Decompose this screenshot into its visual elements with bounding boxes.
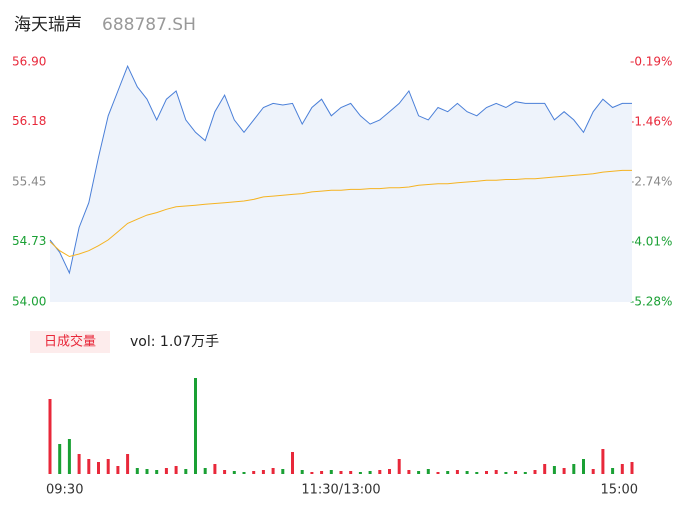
volume-bar [533, 470, 537, 474]
volume-bar [611, 468, 615, 474]
x-tick-label: 11:30/13:00 [301, 483, 380, 498]
price-area [50, 66, 632, 302]
volume-bar [417, 471, 421, 474]
volume-bar [485, 471, 488, 474]
y-tick-label: 56.18 [12, 114, 46, 128]
volume-bar [67, 439, 71, 474]
volume-bar [543, 464, 547, 474]
y2-tick-label: -1.46% [630, 114, 672, 128]
volume-bar [271, 468, 275, 474]
volume-bar [349, 471, 353, 474]
volume-bar [232, 471, 236, 474]
volume-bar [97, 462, 100, 474]
volume-bar [572, 464, 576, 474]
stock-name: 海天瑞声 [14, 15, 82, 35]
volume-bar [426, 469, 430, 474]
volume-bar [494, 470, 498, 474]
volume-bar [407, 470, 411, 474]
volume-bar [242, 472, 246, 474]
volume-bar [155, 470, 159, 474]
volume-bar [223, 470, 227, 474]
volume-bar [630, 462, 634, 474]
volume-bar [339, 471, 343, 474]
volume-bar [213, 464, 217, 474]
volume-bar [523, 472, 527, 474]
volume-bar [320, 471, 324, 474]
y2-tick-label: -0.19% [630, 55, 672, 69]
volume-bar [436, 472, 440, 474]
y-tick-label: 55.45 [12, 175, 46, 189]
volume-bar [368, 471, 372, 474]
volume-bar [48, 399, 52, 474]
volume-bar [514, 471, 518, 474]
volume-bar [446, 471, 450, 474]
stock-code: 688787.SH [102, 15, 196, 35]
volume-bar [475, 472, 479, 474]
volume-bar [378, 470, 382, 474]
volume-bar [310, 472, 314, 474]
volume-bar [397, 459, 401, 474]
series-line [49, 169, 632, 258]
series-line [49, 64, 632, 275]
y-tick-label: 56.90 [12, 55, 46, 69]
volume-bar [300, 470, 304, 474]
volume-bar [261, 470, 265, 474]
volume-bar [465, 471, 469, 474]
volume-bar [87, 459, 91, 474]
volume-bar [582, 459, 585, 474]
volume-label-box [30, 331, 110, 353]
y2-tick-label: -5.28% [630, 295, 672, 309]
x-tick-label: 09:30 [46, 483, 83, 498]
volume-bar [358, 472, 362, 474]
volume-bar [203, 468, 207, 474]
volume-bar [194, 378, 197, 474]
y-tick-label: 54.73 [12, 234, 46, 248]
volume-bar [291, 452, 294, 474]
volume-bar [174, 466, 178, 474]
volume-bar [562, 468, 566, 474]
volume-bar [329, 470, 333, 474]
x-tick-label: 15:00 [601, 483, 638, 498]
volume-bar [552, 466, 556, 474]
volume-bar [126, 454, 130, 474]
volume-bar [116, 466, 120, 474]
volume-summary: vol: 1.07万手 [130, 334, 219, 350]
volume-bar [145, 469, 149, 474]
volume-bar [77, 454, 81, 474]
volume-bar [184, 469, 188, 474]
volume-bar [58, 444, 62, 474]
volume-bar [252, 471, 256, 474]
y2-tick-label: -4.01% [630, 235, 672, 249]
volume-label: 日成交量 [44, 334, 96, 350]
volume-bar [106, 459, 110, 474]
volume-bar [164, 468, 168, 474]
volume-bar [601, 449, 605, 474]
y-tick-label: 54.00 [12, 295, 46, 309]
volume-bar [281, 469, 285, 474]
volume-bar [388, 469, 391, 474]
y2-tick-label: -2.74% [630, 175, 672, 189]
volume-bar [504, 472, 508, 474]
volume-bar [455, 470, 459, 474]
volume-bar [591, 469, 595, 474]
volume-bar [620, 464, 624, 474]
volume-bar [135, 468, 139, 474]
